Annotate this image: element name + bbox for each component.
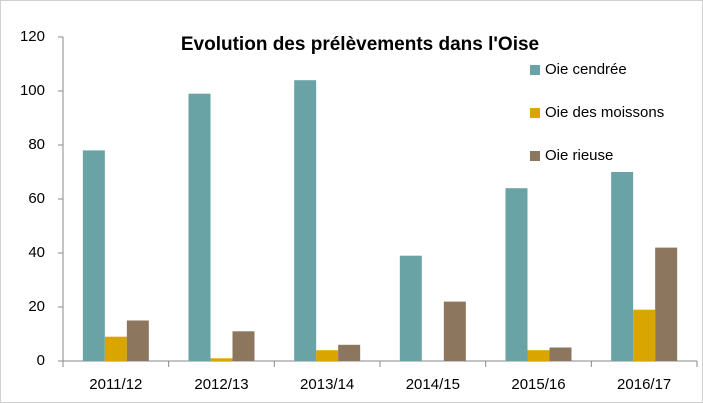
bar: [188, 93, 211, 361]
y-tick-label: 20: [28, 298, 45, 315]
x-tick-label: 2014/15: [406, 376, 460, 393]
x-tick-label: 2015/16: [511, 376, 565, 393]
x-tick-label: 2013/14: [300, 376, 354, 393]
bar: [316, 350, 339, 361]
bar: [399, 255, 422, 361]
y-tick-label: 100: [20, 82, 45, 99]
bar: [655, 247, 678, 361]
bar: [294, 80, 317, 361]
bar: [210, 358, 233, 361]
y-tick-label: 80: [28, 136, 45, 153]
y-tick-label: 120: [20, 28, 45, 45]
bar: [633, 309, 656, 361]
legend-swatch: [530, 108, 540, 118]
bar: [549, 347, 572, 361]
legend-swatch: [530, 151, 540, 161]
bar: [232, 331, 255, 361]
y-tick-label: 40: [28, 244, 45, 261]
legend-swatch: [530, 65, 540, 75]
legend-label: Oie des moissons: [545, 104, 664, 121]
y-tick-label: 60: [28, 190, 45, 207]
chart-title: Evolution des prélèvements dans l'Oise: [181, 34, 539, 55]
x-tick-label: 2012/13: [194, 376, 248, 393]
bar: [82, 150, 105, 361]
bar: [443, 301, 466, 361]
x-tick-label: 2016/17: [617, 376, 671, 393]
bar: [338, 344, 361, 361]
bar: [104, 336, 127, 361]
legend-label: Oie cendrée: [545, 61, 627, 78]
bar: [527, 350, 550, 361]
bar: [611, 172, 634, 361]
legend-label: Oie rieuse: [545, 147, 613, 164]
x-tick-label: 2011/12: [89, 376, 142, 393]
bar: [505, 188, 528, 361]
bar: [126, 320, 149, 361]
y-tick-label: 0: [37, 352, 45, 369]
